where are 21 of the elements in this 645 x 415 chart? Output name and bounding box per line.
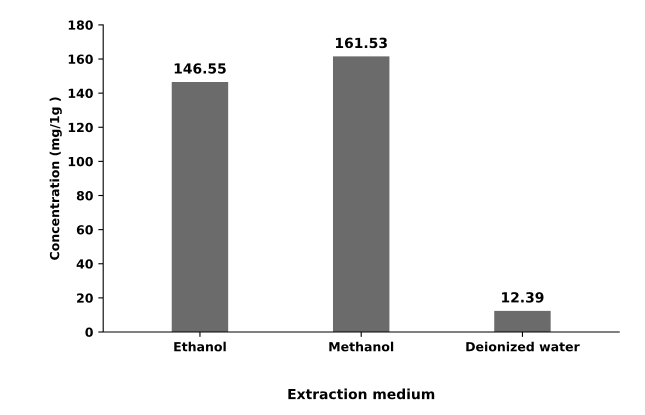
x-tick-label: Ethanol <box>174 342 226 352</box>
y-tick-label: 0 <box>85 327 93 337</box>
x-tick-label: Deionized water <box>466 342 580 352</box>
y-tick-label: 120 <box>68 122 93 132</box>
y-tick-label: 20 <box>77 293 93 303</box>
bar <box>494 310 551 332</box>
y-tick-label: 180 <box>68 20 93 30</box>
y-tick-label: 40 <box>76 259 93 269</box>
y-axis-title: Concentration (mg/1g ) <box>50 97 62 260</box>
bar <box>172 82 228 332</box>
bar <box>332 56 390 332</box>
data-label: 146.55 <box>174 63 226 74</box>
x-axis-title: Extraction medium <box>288 388 434 400</box>
y-tick-label: 60 <box>76 225 93 235</box>
x-tick-label: Methanol <box>329 342 394 352</box>
y-tick-label: 100 <box>68 156 93 166</box>
data-label: 161.53 <box>336 38 387 48</box>
y-tick-label: 140 <box>68 88 93 98</box>
y-tick-label: 80 <box>76 190 93 200</box>
y-tick-label: 160 <box>68 54 93 64</box>
data-label: 12.39 <box>502 292 544 303</box>
